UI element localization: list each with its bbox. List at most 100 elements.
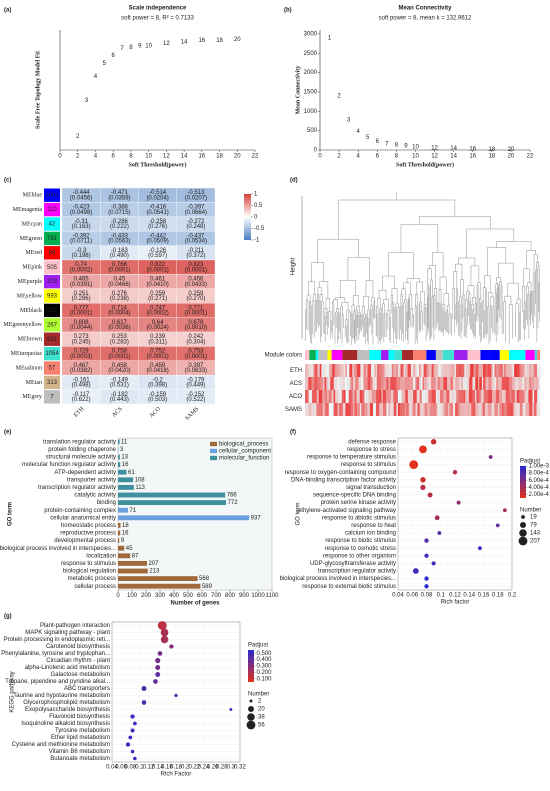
trait-stripe bbox=[305, 364, 309, 377]
trait-stripe bbox=[328, 403, 331, 416]
module-stripe bbox=[426, 350, 436, 360]
color-tick-label: -1 bbox=[254, 238, 260, 244]
y-tick-label: Isoquinoline alkaloid biosynthesis bbox=[21, 721, 110, 727]
point-label: 16 bbox=[198, 38, 205, 44]
cell-value: -0.31 bbox=[74, 219, 88, 225]
cell-p: (0.0420) bbox=[108, 368, 130, 374]
module-count: 993 bbox=[47, 294, 58, 300]
trait-stripe bbox=[472, 403, 476, 416]
cell-value: 0.822 bbox=[150, 262, 166, 268]
color-legend-bar bbox=[520, 466, 526, 498]
x-tick-label: 16 bbox=[469, 154, 476, 160]
cell-p: (0.372) bbox=[186, 253, 205, 259]
trait-stripe bbox=[326, 390, 329, 403]
color-tick-label: 6.00e-4 bbox=[529, 478, 550, 484]
bubble bbox=[130, 728, 135, 733]
trait-stripe bbox=[381, 390, 383, 403]
bubble bbox=[157, 621, 167, 630]
x-tick-label: 18 bbox=[488, 154, 495, 160]
x-tick-label: 100 bbox=[127, 593, 138, 599]
trait-stripe bbox=[410, 364, 414, 377]
y-tick-label: response to oxygen-containing compound bbox=[285, 470, 396, 476]
cell-p: (0.271) bbox=[148, 296, 167, 302]
trait-stripe bbox=[308, 403, 312, 416]
trait-stripe bbox=[483, 377, 486, 390]
trait-stripe bbox=[454, 364, 457, 377]
size-legend-label: 19 bbox=[530, 515, 537, 521]
trait-stripe bbox=[420, 403, 424, 416]
x-tick-label: 0.22 bbox=[188, 765, 200, 771]
trait-stripe bbox=[327, 377, 331, 390]
trait-stripe bbox=[459, 364, 462, 377]
trait-stripe bbox=[402, 377, 406, 390]
trait-stripe bbox=[450, 390, 455, 403]
trait-stripe bbox=[347, 377, 349, 390]
trait-stripe bbox=[498, 390, 503, 403]
y-tick-label: response to abiotic stimulus bbox=[322, 515, 396, 521]
trait-stripe bbox=[396, 403, 399, 416]
cell-p: (0.597) bbox=[148, 253, 167, 259]
point-label: 10 bbox=[145, 44, 152, 50]
trait-stripe bbox=[417, 403, 420, 416]
module-count: 88 bbox=[49, 250, 56, 256]
trait-stripe bbox=[416, 364, 420, 377]
trait-stripe bbox=[519, 364, 522, 377]
trait-stripe bbox=[347, 403, 351, 416]
trait-stripe bbox=[518, 377, 523, 390]
cell-value: 0.276 bbox=[112, 291, 128, 297]
trait-stripe bbox=[531, 390, 533, 403]
trait-stripe bbox=[453, 403, 456, 416]
cell-value: -0.397 bbox=[187, 205, 205, 211]
trait-stripe bbox=[374, 364, 377, 377]
value-label: 16 bbox=[122, 462, 129, 468]
trait-stripe bbox=[502, 390, 506, 403]
trait-stripe bbox=[369, 390, 373, 403]
module-count: 42 bbox=[49, 222, 56, 228]
x-tick-label: 14 bbox=[450, 154, 457, 160]
y-tick-label: biological process involved in interspec… bbox=[0, 546, 116, 552]
trait-stripe bbox=[510, 403, 514, 416]
trait-stripe bbox=[537, 364, 541, 377]
bar bbox=[118, 484, 134, 490]
trait-stripe bbox=[469, 364, 471, 377]
y-tick-label: response to osmotic stress bbox=[325, 546, 396, 552]
cell-p: (0.0498) bbox=[70, 210, 92, 216]
trait-stripe bbox=[466, 364, 470, 377]
row-label: MEgrey bbox=[22, 394, 42, 400]
x-tick-label: 16 bbox=[198, 154, 205, 160]
value-label: 87 bbox=[132, 553, 139, 559]
bubble bbox=[160, 635, 169, 644]
y-tick-label: translation regulator activity bbox=[43, 439, 116, 445]
x-tick-label: 10 bbox=[412, 154, 419, 160]
column-label: ACS bbox=[111, 406, 123, 418]
color-tick-label: 0.200 bbox=[257, 670, 273, 676]
trait-stripe bbox=[463, 403, 467, 416]
module-swatch bbox=[44, 289, 60, 303]
size-legend-label: 20 bbox=[258, 707, 265, 713]
cell-value: -0.163 bbox=[111, 248, 129, 254]
trait-stripe bbox=[486, 390, 489, 403]
cell-value: 0.768 bbox=[112, 262, 128, 268]
trait-stripe bbox=[449, 403, 454, 416]
trait-stripe bbox=[431, 390, 434, 403]
y-tick-label: reproductive process bbox=[60, 531, 116, 537]
trait-stripe bbox=[485, 364, 488, 377]
cell-p: (0.270) bbox=[186, 296, 205, 302]
x-tick-label: 12 bbox=[163, 154, 170, 160]
trait-stripe bbox=[319, 403, 322, 416]
trait-stripe bbox=[413, 377, 416, 390]
trait-stripe bbox=[495, 390, 499, 403]
trait-stripe bbox=[478, 403, 482, 416]
trait-stripe bbox=[467, 390, 470, 403]
trait-stripe bbox=[455, 377, 460, 390]
trait-stripe bbox=[497, 403, 500, 416]
trait-stripe bbox=[343, 390, 346, 403]
trait-stripe bbox=[328, 390, 330, 403]
trait-stripe bbox=[446, 364, 450, 377]
cell-p: (0.443) bbox=[110, 397, 129, 403]
trait-stripe bbox=[503, 364, 507, 377]
bubble bbox=[160, 628, 169, 637]
point-label: 14 bbox=[181, 40, 188, 46]
trait-stripe bbox=[389, 390, 392, 403]
module-swatch bbox=[44, 390, 60, 404]
